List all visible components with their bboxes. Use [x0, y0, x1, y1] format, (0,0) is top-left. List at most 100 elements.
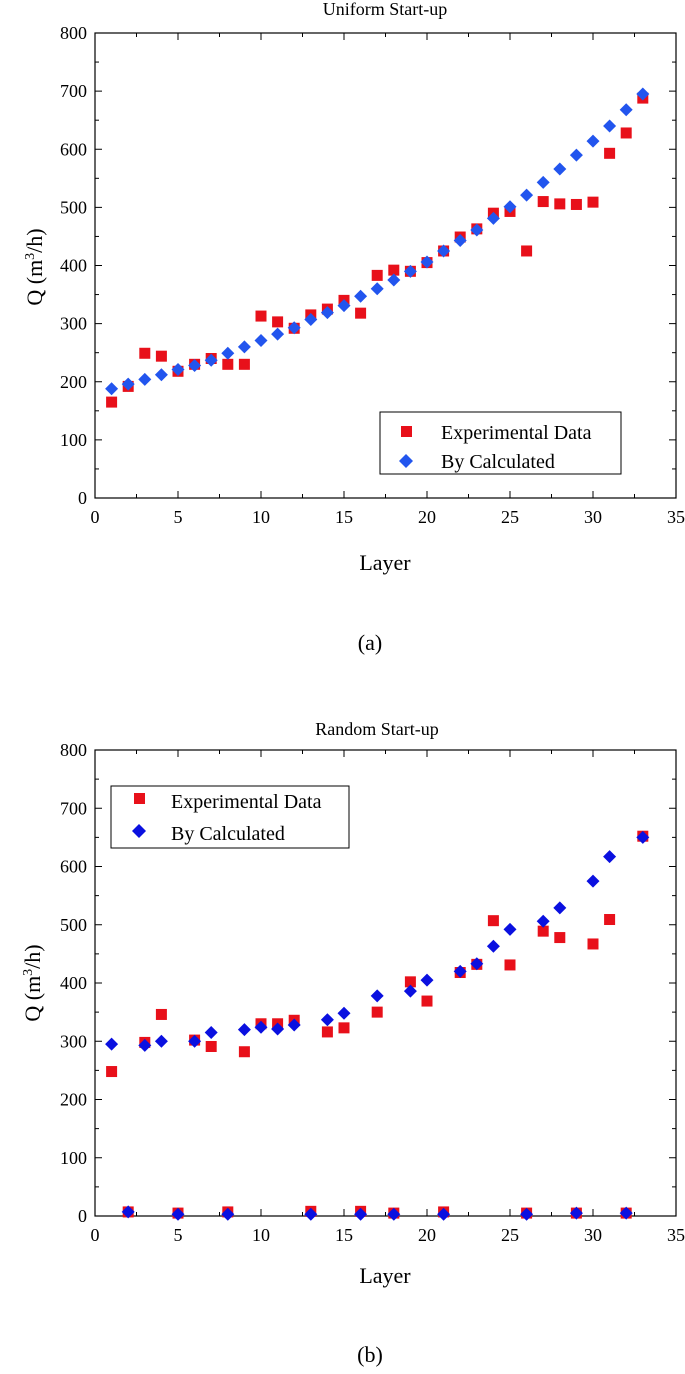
data-point-calculated — [320, 306, 334, 320]
x-tick-label: 15 — [335, 1225, 353, 1245]
legend-square-marker — [401, 426, 412, 437]
legend-square-marker — [134, 793, 145, 804]
y-tick-label: 300 — [60, 314, 87, 334]
data-point-calculated — [171, 1207, 185, 1221]
data-point-calculated — [636, 830, 650, 844]
data-point-experimental — [620, 127, 632, 139]
data-point-calculated — [354, 289, 368, 303]
data-point-experimental — [238, 1046, 250, 1058]
y-tick-label: 700 — [60, 81, 87, 101]
y-tick-label: 200 — [60, 1090, 87, 1110]
data-point-calculated — [403, 984, 417, 998]
data-point-calculated — [553, 162, 567, 176]
legend: Experimental Data By Calculated — [379, 411, 622, 475]
x-tick-label: 35 — [667, 1225, 685, 1245]
x-tick-label: 10 — [252, 1225, 270, 1245]
data-point-experimental — [604, 147, 616, 159]
data-point-calculated — [121, 377, 135, 391]
data-point-experimental — [255, 310, 267, 322]
y-tick-label: 400 — [60, 256, 87, 276]
data-point-experimental — [587, 938, 599, 950]
data-point-calculated — [188, 358, 202, 372]
x-tick-label: 10 — [252, 507, 270, 527]
data-point-calculated — [569, 148, 583, 162]
data-point-experimental — [106, 1066, 118, 1078]
legend-label-experimental: Experimental Data — [441, 422, 592, 444]
data-point-calculated — [619, 103, 633, 117]
data-point-calculated — [337, 299, 351, 313]
y-tick-label: 500 — [60, 915, 87, 935]
data-point-calculated — [553, 901, 567, 915]
data-point-experimental — [106, 396, 118, 408]
plot-area: 0 5 10 15 20 25 30 35 0 100 200 300 400 500 600 700 800 — [60, 23, 685, 527]
y-tick-label: 100 — [60, 1148, 87, 1168]
data-point-calculated — [520, 188, 534, 202]
y-axis-label: Q (m3/h) — [20, 944, 45, 1021]
data-point-calculated — [320, 1013, 334, 1027]
y-tick-label: 600 — [60, 857, 87, 877]
y-tick-label: 0 — [78, 488, 87, 508]
data-point-experimental — [421, 995, 433, 1007]
chart-title: Random Start-up — [315, 719, 439, 739]
data-point-calculated — [254, 333, 268, 347]
data-point-calculated — [586, 874, 600, 888]
data-point-experimental — [338, 1022, 350, 1034]
data-point-calculated — [354, 1207, 368, 1221]
data-point-experimental — [570, 198, 582, 210]
data-point-experimental — [554, 932, 566, 944]
caption-a: (a) — [358, 630, 382, 655]
data-point-experimental — [554, 198, 566, 210]
data-point-calculated — [121, 1205, 135, 1219]
data-point-experimental — [537, 196, 549, 208]
data-point-calculated — [420, 255, 434, 269]
data-point-experimental — [155, 1008, 167, 1020]
chart-uniform-startup: Uniform Start-up 0 5 10 15 20 25 30 35 0 100 200 30… — [22, 0, 685, 655]
data-point-calculated — [271, 327, 285, 341]
legend-box — [379, 411, 622, 475]
legend: Experimental Data By Calculated — [110, 785, 350, 849]
data-point-experimental — [321, 1026, 333, 1038]
y-tick-label: 200 — [60, 372, 87, 392]
data-point-calculated — [636, 87, 650, 101]
x-tick-label: 0 — [91, 507, 100, 527]
data-point-calculated — [387, 273, 401, 287]
data-point-calculated — [138, 372, 152, 386]
data-point-calculated — [254, 1020, 268, 1034]
data-point-calculated — [486, 939, 500, 953]
y-tick-label: 500 — [60, 197, 87, 217]
data-point-calculated — [370, 989, 384, 1003]
data-point-calculated — [437, 244, 451, 258]
data-point-calculated — [503, 200, 517, 214]
x-tick-label: 20 — [418, 507, 436, 527]
data-point-experimental — [521, 245, 533, 257]
data-point-calculated — [453, 964, 467, 978]
data-point-calculated — [486, 211, 500, 225]
data-point-experimental — [139, 347, 151, 359]
data-point-calculated — [536, 914, 550, 928]
data-point-calculated — [138, 1038, 152, 1052]
x-axis-label: Layer — [359, 550, 411, 575]
data-point-calculated — [204, 353, 218, 367]
y-axis-label: Q (m3/h) — [22, 228, 47, 305]
y-tick-label: 600 — [60, 139, 87, 159]
y-tick-label: 400 — [60, 973, 87, 993]
data-point-calculated — [420, 973, 434, 987]
data-point-calculated — [154, 1034, 168, 1048]
caption-b: (b) — [357, 1342, 383, 1367]
legend-label-experimental: Experimental Data — [171, 791, 322, 813]
y-tick-label: 300 — [60, 1031, 87, 1051]
data-point-calculated — [536, 175, 550, 189]
data-point-experimental — [587, 196, 599, 208]
x-tick-label: 15 — [335, 507, 353, 527]
data-point-calculated — [569, 1206, 583, 1220]
data-point-experimental — [238, 358, 250, 370]
data-point-calculated — [586, 134, 600, 148]
data-point-calculated — [453, 234, 467, 248]
data-point-calculated — [287, 1018, 301, 1032]
x-tick-label: 20 — [418, 1225, 436, 1245]
data-point-calculated — [503, 922, 517, 936]
chart-title: Uniform Start-up — [323, 0, 447, 19]
data-point-experimental — [155, 350, 167, 362]
y-tick-label: 800 — [60, 23, 87, 43]
